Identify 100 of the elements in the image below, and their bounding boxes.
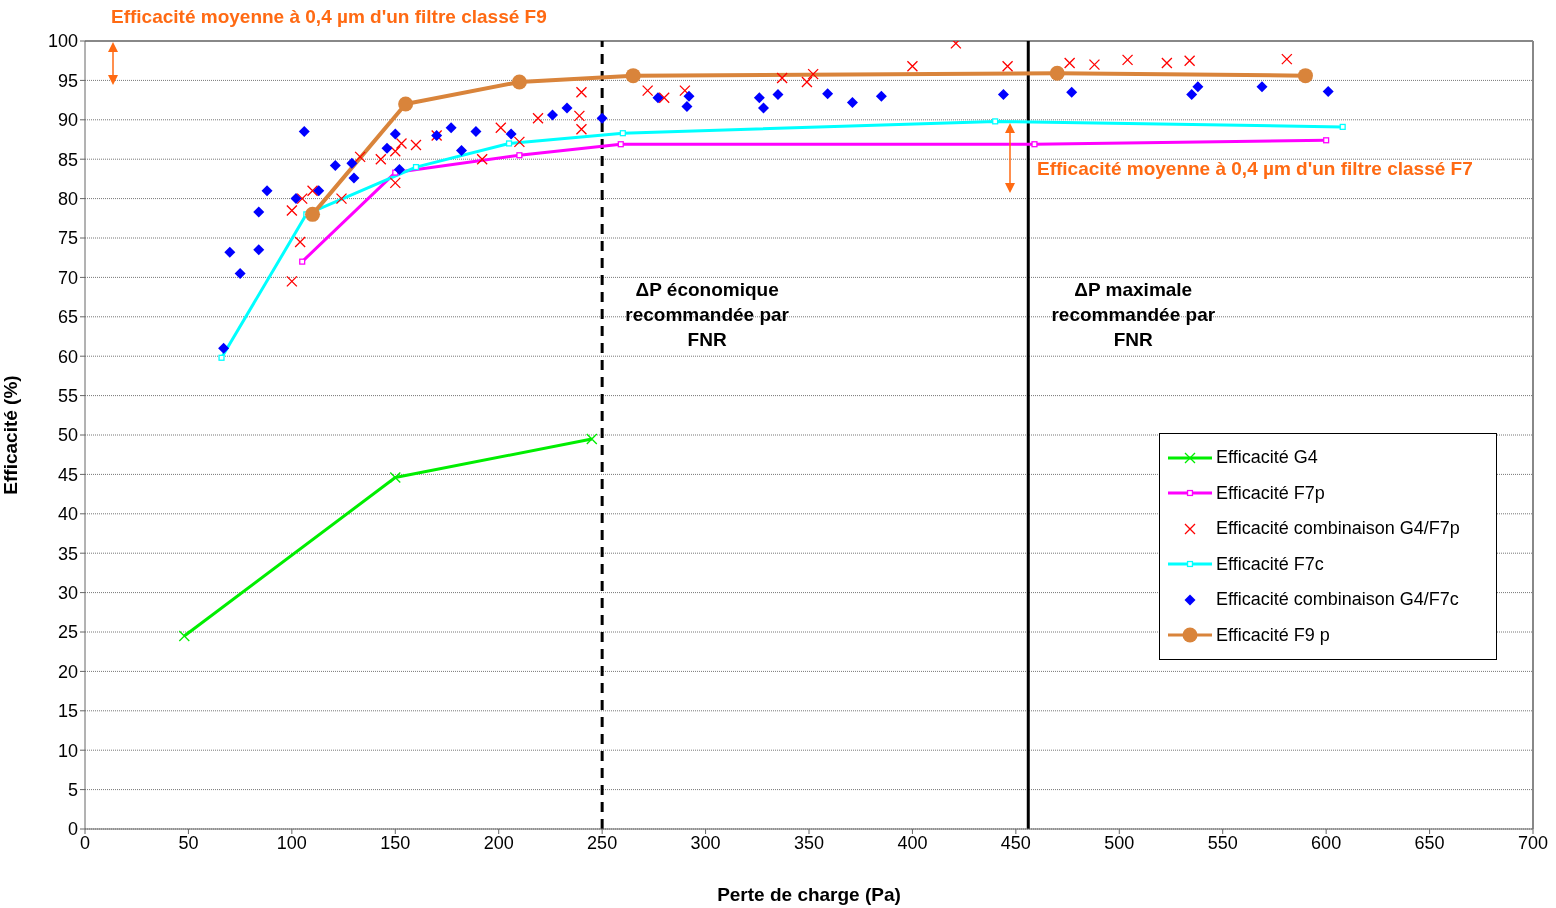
point (1031, 141, 1038, 148)
annotation: Efficacité moyenne à 0,4 µm d'un filtre classé F7 (1037, 158, 1473, 180)
point (1088, 58, 1101, 71)
x-tick-label: 700 (1517, 832, 1549, 853)
point (658, 92, 670, 104)
point (1256, 81, 1268, 93)
y-tick-label: 5 (67, 779, 78, 800)
point (1192, 81, 1204, 93)
point (253, 206, 265, 218)
point (513, 136, 526, 148)
point (234, 267, 246, 279)
y-tick-label: 90 (57, 110, 78, 131)
point (547, 109, 558, 121)
y-tick-label: 70 (57, 267, 78, 288)
y-tick-label: 95 (57, 70, 78, 91)
y-tick-label: 30 (57, 582, 78, 603)
point (1063, 57, 1076, 69)
point (1161, 57, 1173, 69)
point (683, 90, 695, 102)
x-tick-label: 300 (690, 832, 721, 853)
point (1183, 55, 1196, 67)
point (681, 100, 693, 112)
point (348, 172, 360, 184)
y-tick-label: 50 (57, 425, 78, 446)
point (625, 68, 641, 84)
point (445, 122, 457, 134)
x-tick-label: 600 (1311, 832, 1342, 853)
point (875, 90, 887, 102)
x-tick-label: 350 (793, 832, 825, 853)
point (1323, 137, 1330, 144)
point (476, 153, 488, 165)
point (224, 246, 236, 258)
point (389, 177, 401, 189)
y-tick-label: 40 (57, 504, 78, 525)
point (335, 192, 348, 205)
point (398, 96, 414, 112)
point (596, 112, 608, 124)
y-tick-label: 100 (47, 31, 78, 52)
point (772, 89, 784, 101)
point (516, 152, 523, 159)
point (286, 275, 298, 287)
point (393, 163, 405, 175)
text: Efficacité moyenne à 0,4 µm d'un filtre classé F9 (111, 6, 547, 28)
point (1322, 85, 1334, 97)
y-tick-label: 60 (57, 346, 78, 367)
x-tick-label: 100 (276, 832, 307, 853)
point (846, 96, 858, 108)
x-tick-label: 650 (1414, 832, 1445, 853)
point (395, 137, 408, 150)
x-tick-label: 250 (587, 832, 618, 853)
y-tick-label: 80 (57, 188, 78, 209)
ref-line-label: ΔP maximale recommandée par FNR (1051, 279, 1216, 350)
point (294, 236, 306, 248)
point (505, 140, 513, 147)
point (389, 128, 401, 140)
point (561, 102, 573, 114)
point (412, 163, 420, 171)
legend-label: Efficacité F9 p (1216, 624, 1330, 646)
y-tick-label: 15 (57, 701, 78, 722)
legend-label: Efficacité combinaison G4/F7p (1216, 518, 1460, 540)
point (1281, 53, 1293, 65)
point (1066, 86, 1078, 98)
x-tick-label: 400 (897, 832, 928, 853)
point (757, 102, 769, 114)
point (290, 193, 302, 205)
x-axis-title: Perte de charge (Pa) (717, 884, 901, 905)
y-tick-label: 25 (57, 622, 78, 643)
y-tick-label: 85 (57, 149, 78, 170)
point (679, 84, 691, 97)
legend-label: Efficacité combinaison G4/F7c (1216, 589, 1459, 611)
point (617, 141, 624, 148)
point (305, 206, 321, 222)
ref-line-label: ΔP économique recommandée par FNR (625, 279, 790, 350)
point (1339, 123, 1346, 130)
point (1001, 60, 1014, 72)
point (992, 118, 999, 125)
point (261, 185, 273, 197)
point (299, 258, 306, 265)
y-tick-label: 10 (57, 740, 78, 761)
point (329, 160, 341, 171)
point (586, 433, 598, 445)
point (495, 122, 507, 134)
point (822, 88, 834, 100)
x-tick-label: 450 (1000, 832, 1031, 853)
point (298, 126, 310, 138)
point (389, 471, 401, 484)
point (470, 126, 482, 138)
y-tick-label: 65 (57, 307, 78, 328)
point (381, 142, 393, 154)
point (906, 60, 919, 72)
point (218, 354, 225, 361)
y-axis-title: Efficacité (%) (0, 375, 21, 495)
point (1297, 68, 1313, 84)
point (575, 123, 588, 135)
point (619, 130, 626, 137)
point (1049, 65, 1065, 81)
x-tick-label: 200 (483, 832, 514, 853)
y-tick-label: 35 (57, 543, 78, 564)
legend-label: Efficacité F7c (1216, 553, 1324, 575)
y-tick-label: 75 (57, 228, 78, 249)
